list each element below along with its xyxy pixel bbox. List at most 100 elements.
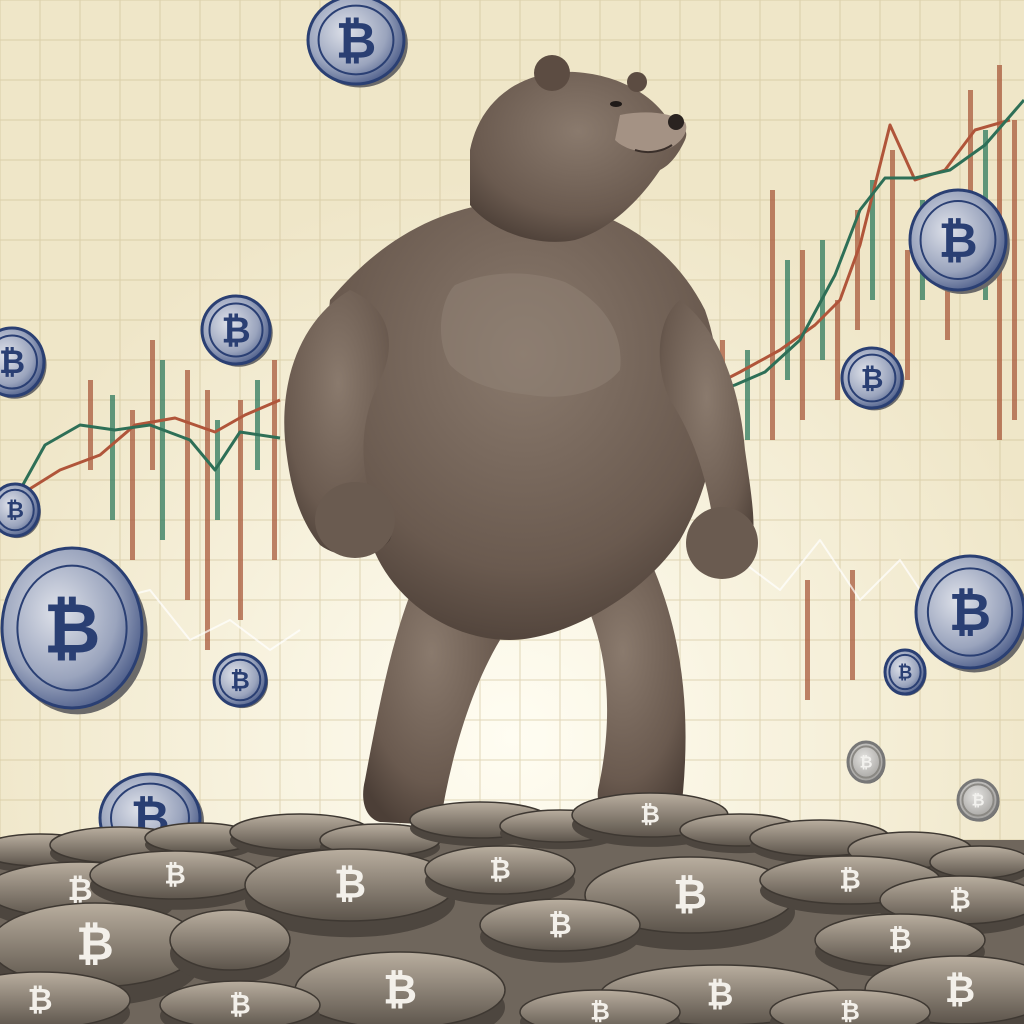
bitcoin-symbol-icon: ₿	[888, 922, 911, 956]
bitcoin-symbol-icon: ₿	[949, 884, 971, 915]
bitcoin-symbol-icon: ₿	[229, 989, 251, 1020]
candlestick	[272, 360, 277, 560]
pile-coin	[144, 822, 256, 860]
pile-coin-face	[519, 989, 681, 1024]
bitcoin-coin: ₿	[306, 0, 408, 88]
bear-ear-left	[534, 55, 570, 91]
bitcoin-coin: ₿	[846, 740, 886, 784]
bitcoin-symbol-icon: ₿	[938, 213, 977, 269]
bear-ear-right	[627, 72, 647, 92]
bitcoin-coin: ₿	[914, 554, 1024, 673]
candlestick	[785, 260, 790, 380]
bitcoin-symbol-icon: ₿	[76, 917, 114, 971]
coin-rim	[0, 334, 38, 390]
candlestick	[1012, 120, 1017, 420]
candlestick	[185, 370, 190, 600]
coin-face	[0, 546, 144, 710]
bitcoin-symbol-icon: ₿	[489, 854, 511, 885]
candlestick	[855, 210, 860, 330]
bitcoin-symbol-icon: ₿	[334, 862, 366, 908]
candlestick	[205, 390, 210, 650]
bitcoin-symbol-icon: ₿	[336, 12, 377, 70]
coin-rim	[317, 4, 395, 76]
pile-coin: ₿	[89, 850, 261, 910]
candlestick	[255, 380, 260, 470]
bitcoin-symbol-icon: ₿	[67, 872, 92, 908]
pile-coin-face	[479, 898, 641, 952]
pile-coin-face	[0, 971, 131, 1024]
bear-right-fist	[686, 507, 758, 579]
coin-rim	[16, 564, 128, 692]
candlestick	[835, 300, 840, 400]
pile-coin-face	[424, 845, 576, 895]
bear-torso	[327, 200, 719, 640]
pile-coin: ₿	[479, 898, 641, 963]
pile-coin-face	[769, 989, 931, 1024]
pile-coin-face	[159, 980, 321, 1024]
bitcoin-coin: ₿	[0, 326, 47, 399]
candlestick	[160, 360, 165, 540]
pile-coin-face	[169, 909, 291, 971]
candlestick	[870, 180, 875, 300]
bitcoin-symbol-icon: ₿	[27, 982, 52, 1018]
bitcoin-symbol-icon: ₿	[861, 362, 884, 395]
coin-rim	[888, 653, 922, 691]
bitcoin-coin: ₿	[0, 546, 148, 715]
bitcoin-symbol-icon: ₿	[840, 998, 860, 1024]
bitcoin-symbol-icon: ₿	[221, 311, 250, 352]
candlestick	[850, 570, 855, 680]
pile-coin: ₿	[159, 980, 321, 1024]
candlestick	[215, 420, 220, 520]
bitcoin-symbol-icon: ₿	[945, 967, 975, 1011]
candlestick	[150, 340, 155, 470]
pile-coin: ₿	[519, 989, 681, 1024]
bitcoin-symbol-icon: ₿	[673, 869, 707, 918]
coin-rim	[926, 567, 1014, 657]
bitcoin-symbol-icon: ₿	[898, 662, 913, 683]
coin-pile: ₿ ₿ ₿ ₿ ₿ ₿ ₿ ₿ ₿ ₿ ₿ ₿ ₿ ₿ ₿ ₿ ₿ ₿	[0, 792, 1024, 1024]
candlestick	[110, 395, 115, 520]
candlestick	[905, 250, 910, 380]
pile-coin: ₿	[244, 848, 456, 938]
coin-face	[914, 554, 1024, 670]
pile-coin: ₿	[294, 951, 506, 1024]
bear-figure	[284, 55, 758, 825]
bitcoin-symbol-icon: ₿	[383, 964, 417, 1013]
coin-rim	[919, 200, 997, 280]
price-line-green	[18, 423, 281, 491]
bear-right-leg	[560, 560, 686, 822]
coin-face	[883, 648, 927, 696]
candlestick	[805, 580, 810, 700]
coin-rim	[961, 783, 995, 817]
candlestick	[770, 190, 775, 440]
pile-coin: ₿	[424, 845, 576, 905]
coin-face	[840, 346, 904, 410]
bitcoin-symbol-icon: ₿	[949, 583, 991, 643]
coin-face	[0, 326, 46, 398]
coin-face	[956, 778, 1000, 822]
price-line-green-right	[704, 99, 1024, 397]
price-line-red-right	[704, 118, 1011, 392]
coin-face	[306, 0, 406, 86]
candlestick	[745, 350, 750, 440]
bitcoin-symbol-icon: ₿	[590, 998, 610, 1024]
bitcoin-symbol-icon: ₿	[839, 864, 861, 895]
bitcoin-coin: ₿	[212, 652, 269, 709]
bitcoin-coin: ₿	[908, 188, 1010, 294]
coin-rim	[0, 488, 35, 532]
pile-coin: ₿	[0, 971, 131, 1024]
coin-rim	[208, 302, 264, 358]
candlestick	[130, 410, 135, 560]
price-line-red	[19, 398, 281, 497]
bear-mouth	[634, 144, 673, 154]
bitcoin-symbol-icon: ₿	[43, 588, 100, 670]
bitcoin-symbol-icon: ₿	[164, 859, 186, 890]
coin-face	[200, 294, 272, 366]
bitcoin-coin: ₿	[840, 346, 905, 411]
candlestick	[968, 90, 973, 260]
coin-face	[846, 740, 886, 784]
bitcoin-coin: ₿	[956, 778, 1000, 822]
coin-rim	[850, 745, 882, 779]
coin-face	[908, 188, 1008, 292]
